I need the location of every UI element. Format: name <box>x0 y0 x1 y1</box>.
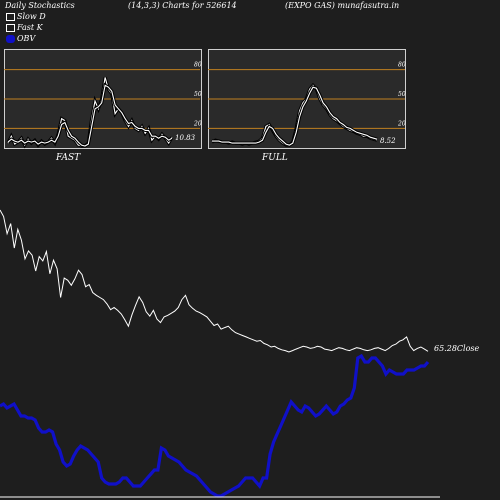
legend-fast-k: Fast K <box>6 23 43 32</box>
legend-label-fast-k: Fast K <box>17 23 43 32</box>
full-slow-d-line <box>212 86 378 146</box>
legend-swatch-obv <box>6 35 15 43</box>
full-tick-label-20: 20 <box>397 120 406 127</box>
full-panel-title: FULL <box>262 153 288 163</box>
legend-label-slow-d: Slow D <box>17 12 46 21</box>
site-label: (EXPO GAS) munafasutra.in <box>285 1 400 10</box>
fast-panel-title: FAST <box>56 153 81 163</box>
fast-last-value-label: 10.83 <box>175 134 196 142</box>
legend-swatch-fast-k <box>6 24 15 32</box>
legend-swatch-slow-d <box>6 13 15 21</box>
fast-tick-label-80: 80 <box>194 62 202 69</box>
full-tick-label-80: 80 <box>398 62 406 69</box>
legend-slow-d: Slow D <box>6 12 46 21</box>
fast-tick-label-50: 50 <box>194 91 202 98</box>
close-price-label: 65.28Close <box>434 344 480 353</box>
obv-line <box>0 353 430 498</box>
close-price-line <box>0 209 429 353</box>
full-last-value-label: 8.52 <box>380 137 396 145</box>
full-tick-label-50: 50 <box>398 91 406 98</box>
legend-label-obv: OBV <box>17 34 36 43</box>
fast-slow-d-line <box>7 84 173 147</box>
fast-tick-label-20: 20 <box>193 120 202 127</box>
legend-obv: OBV <box>6 34 35 43</box>
chart-params: (14,3,3) Charts for 526614 <box>128 1 237 10</box>
chart-title: Daily Stochastics <box>5 1 75 10</box>
